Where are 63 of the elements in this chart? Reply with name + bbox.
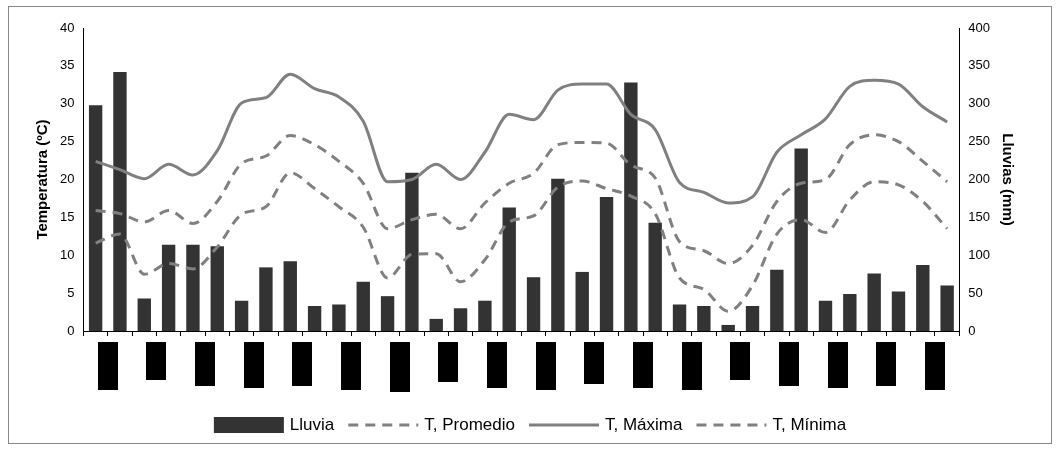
- bar: [234, 300, 249, 331]
- bar: [405, 172, 419, 331]
- bar: [307, 306, 322, 331]
- y2-tick-label: 250: [968, 133, 991, 149]
- y-tick-label: 40: [59, 19, 75, 35]
- y-tick-label: 30: [59, 95, 75, 111]
- bar: [380, 296, 395, 331]
- bar: [648, 222, 662, 331]
- y2-tick-label: 300: [968, 95, 991, 111]
- y-tick-label: 20: [59, 171, 75, 187]
- bar: [88, 105, 103, 331]
- y2-tick-label: 100: [968, 246, 991, 262]
- bar: [161, 244, 176, 331]
- bar: [770, 269, 784, 331]
- line-series: [94, 72, 949, 205]
- bar: [599, 196, 614, 331]
- line-series: [94, 171, 949, 313]
- bar: [575, 271, 589, 331]
- bar: [891, 291, 906, 331]
- bar: [429, 318, 443, 331]
- bar: [113, 71, 127, 331]
- y-tick-label: 5: [67, 284, 75, 300]
- y-tick-label: 25: [59, 133, 75, 149]
- line-series: [94, 133, 949, 266]
- bar: [916, 265, 930, 331]
- bar: [502, 207, 516, 331]
- bar: [867, 273, 881, 331]
- bar: [745, 306, 760, 331]
- legend-label: T, Mínima: [772, 414, 847, 434]
- bar: [137, 298, 151, 331]
- y-axis-title: Temperatura (ºC): [33, 119, 51, 240]
- bar: [259, 267, 273, 331]
- bar: [478, 300, 492, 331]
- bar: [332, 304, 346, 331]
- y2-tick-label: 400: [968, 19, 991, 35]
- y-tick-label: 35: [59, 57, 75, 73]
- bar: [721, 324, 735, 331]
- bar: [453, 308, 468, 331]
- bar: [526, 277, 541, 331]
- y2-tick-label: 200: [968, 171, 991, 187]
- y-tick-label: 10: [59, 246, 75, 262]
- bar: [794, 148, 808, 331]
- bar: [210, 246, 224, 331]
- bar: [672, 304, 687, 331]
- legend-label: Lluvia: [289, 414, 335, 434]
- y2-tick-label: 50: [968, 284, 983, 300]
- bar: [940, 285, 954, 331]
- y2-axis-title: Lluvias (mm): [999, 133, 1017, 226]
- bar: [356, 281, 370, 331]
- bar: [624, 82, 638, 331]
- legend-label: T, Máxima: [604, 414, 683, 434]
- y2-tick-label: 0: [968, 322, 976, 338]
- bar: [818, 300, 833, 331]
- legend-label: T, Promedio: [424, 414, 515, 434]
- y2-tick-label: 150: [968, 208, 991, 224]
- bar: [186, 244, 200, 331]
- bar: [697, 306, 711, 331]
- y2-tick-label: 350: [968, 57, 991, 73]
- bar: [283, 261, 297, 331]
- y-tick-label: 0: [67, 322, 75, 338]
- bar: [843, 293, 857, 331]
- y-tick-label: 15: [59, 208, 75, 224]
- bar: [551, 178, 565, 331]
